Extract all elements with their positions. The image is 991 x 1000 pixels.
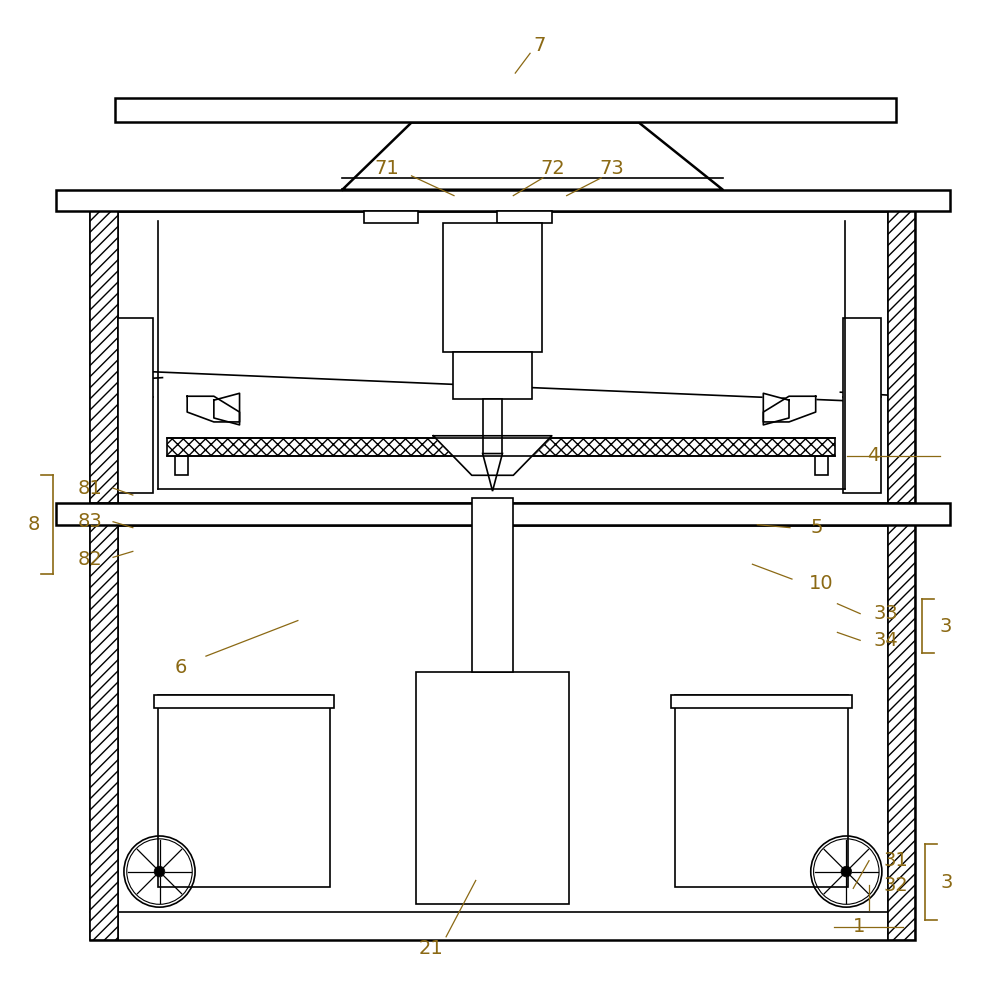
Text: 8: 8	[28, 515, 41, 534]
Polygon shape	[433, 436, 552, 475]
Bar	[888, 525, 916, 940]
Circle shape	[155, 866, 165, 877]
Bar	[115, 98, 896, 122]
Bar	[815, 456, 827, 475]
Text: 71: 71	[375, 159, 399, 178]
Bar	[167, 438, 835, 456]
Bar	[118, 318, 153, 493]
Text: 1: 1	[853, 917, 865, 936]
Bar	[90, 525, 916, 940]
Text: 4: 4	[867, 446, 879, 465]
Text: 10: 10	[810, 574, 833, 593]
Polygon shape	[342, 122, 722, 190]
Text: 7: 7	[534, 36, 546, 55]
Text: 82: 82	[78, 550, 103, 569]
Polygon shape	[187, 396, 240, 422]
Bar	[453, 352, 532, 399]
Bar	[90, 211, 118, 503]
Text: 21: 21	[419, 939, 444, 958]
Text: 3: 3	[940, 873, 953, 892]
Bar	[55, 190, 950, 211]
Bar	[90, 525, 118, 940]
Text: 72: 72	[540, 159, 565, 178]
Polygon shape	[214, 393, 240, 425]
Text: 31: 31	[883, 851, 908, 870]
Bar	[154, 695, 334, 708]
Polygon shape	[763, 396, 816, 422]
Bar	[675, 695, 848, 887]
Text: 3: 3	[939, 617, 952, 636]
Text: 81: 81	[78, 479, 103, 498]
Bar	[888, 211, 916, 503]
Bar	[158, 695, 330, 887]
Bar	[672, 695, 852, 708]
Bar	[497, 211, 552, 223]
Text: 32: 32	[883, 876, 908, 895]
Bar	[175, 456, 188, 475]
Bar	[443, 223, 542, 352]
Bar	[843, 318, 881, 493]
Text: 5: 5	[811, 518, 823, 537]
Circle shape	[841, 866, 851, 877]
Bar	[483, 399, 502, 454]
Text: 83: 83	[78, 512, 103, 531]
Text: 6: 6	[175, 658, 187, 677]
Polygon shape	[763, 393, 789, 425]
Text: 34: 34	[873, 631, 898, 650]
Bar	[364, 211, 418, 223]
Bar	[90, 211, 916, 503]
Bar	[55, 503, 950, 525]
Text: 33: 33	[873, 604, 898, 623]
Text: 73: 73	[600, 159, 624, 178]
Polygon shape	[483, 454, 502, 491]
Bar	[416, 672, 569, 904]
Bar	[472, 498, 513, 672]
